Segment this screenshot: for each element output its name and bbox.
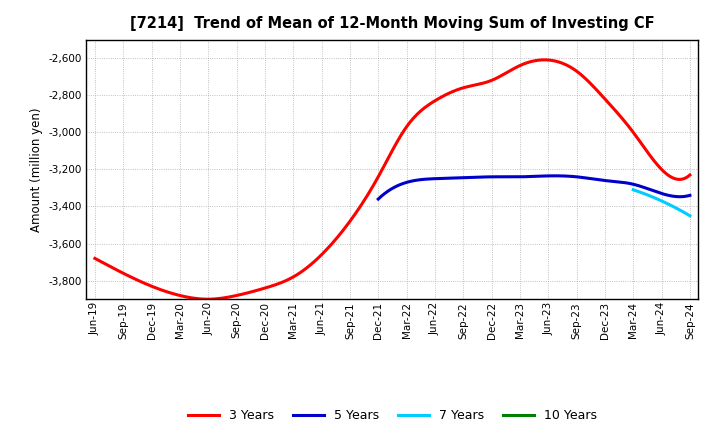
Y-axis label: Amount (million yen): Amount (million yen) [30,107,42,231]
Title: [7214]  Trend of Mean of 12-Month Moving Sum of Investing CF: [7214] Trend of Mean of 12-Month Moving … [130,16,654,32]
Legend: 3 Years, 5 Years, 7 Years, 10 Years: 3 Years, 5 Years, 7 Years, 10 Years [183,404,602,427]
